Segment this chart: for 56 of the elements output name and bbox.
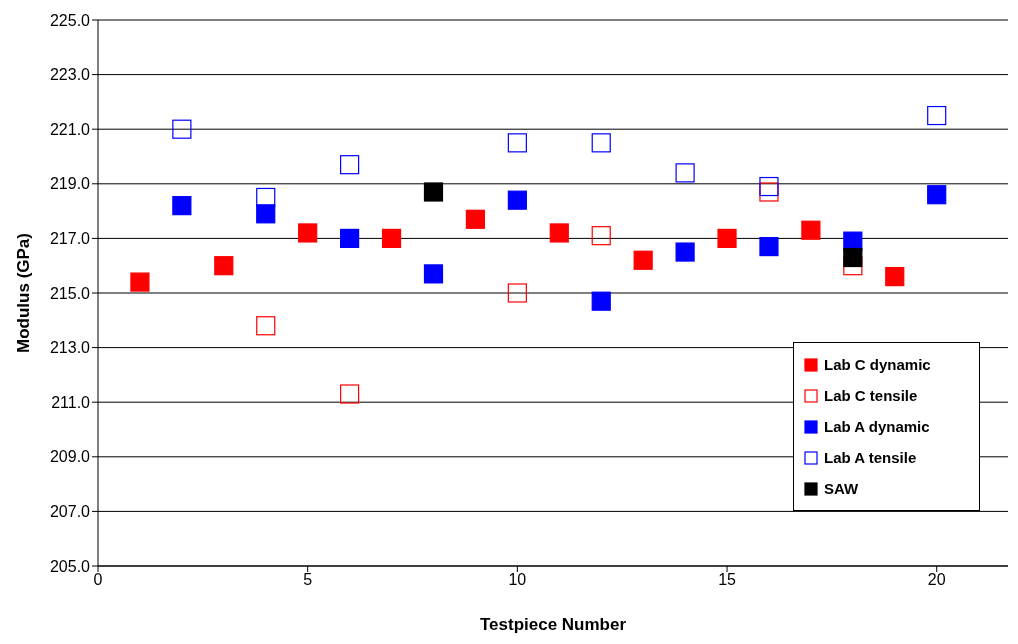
legend-label: Lab A dynamic xyxy=(824,418,930,435)
point xyxy=(591,226,611,246)
y-tick-label: 217.0 xyxy=(49,230,91,248)
legend-label: Lab C dynamic xyxy=(824,356,931,373)
x-tick-label: 5 xyxy=(303,571,313,589)
point xyxy=(465,209,486,229)
x-tick-label: 10 xyxy=(508,571,527,589)
point xyxy=(507,133,527,153)
y-tick-label: 221.0 xyxy=(49,120,91,138)
x-tick-label: 15 xyxy=(718,571,737,589)
point xyxy=(423,182,444,202)
legend-label: Lab A tensile xyxy=(824,449,917,466)
x-axis-title: Testpiece Number xyxy=(479,615,627,635)
point xyxy=(340,155,360,175)
point xyxy=(507,283,527,303)
point xyxy=(801,220,821,240)
point xyxy=(298,223,318,243)
point xyxy=(256,187,276,208)
point xyxy=(423,264,444,284)
x-tick-label: 20 xyxy=(927,571,946,589)
point xyxy=(675,242,695,262)
y-tick-label: 215.0 xyxy=(49,284,91,302)
y-tick-label: 225.0 xyxy=(49,11,91,29)
point xyxy=(885,267,905,287)
point xyxy=(507,190,527,210)
point xyxy=(759,176,779,197)
point xyxy=(591,291,611,311)
y-tick-label: 211.0 xyxy=(51,393,91,411)
point xyxy=(172,196,192,216)
legend-label: SAW xyxy=(824,480,859,497)
y-tick-label: 207.0 xyxy=(49,503,91,521)
y-tick-label: 209.0 xyxy=(49,448,91,466)
point xyxy=(633,250,653,270)
x-tick-label: 0 xyxy=(93,571,103,589)
point xyxy=(549,223,569,243)
point xyxy=(675,163,695,183)
point xyxy=(214,256,234,276)
point xyxy=(591,133,611,153)
point xyxy=(381,228,402,248)
point xyxy=(843,247,863,268)
point xyxy=(340,384,360,404)
point xyxy=(717,228,737,248)
point xyxy=(927,185,947,205)
point xyxy=(927,105,947,126)
point xyxy=(256,204,276,224)
point xyxy=(256,316,276,336)
y-axis-title: Modulus (GPa) xyxy=(14,233,34,353)
point xyxy=(172,119,192,139)
y-tick-label: 219.0 xyxy=(49,175,91,193)
y-tick-label: 213.0 xyxy=(49,339,91,357)
y-tick-label: 205.0 xyxy=(49,557,91,575)
point xyxy=(759,236,779,257)
point xyxy=(130,272,150,292)
y-tick-label: 223.0 xyxy=(49,66,91,84)
point xyxy=(340,228,360,248)
legend-label: Lab C tensile xyxy=(824,387,918,404)
